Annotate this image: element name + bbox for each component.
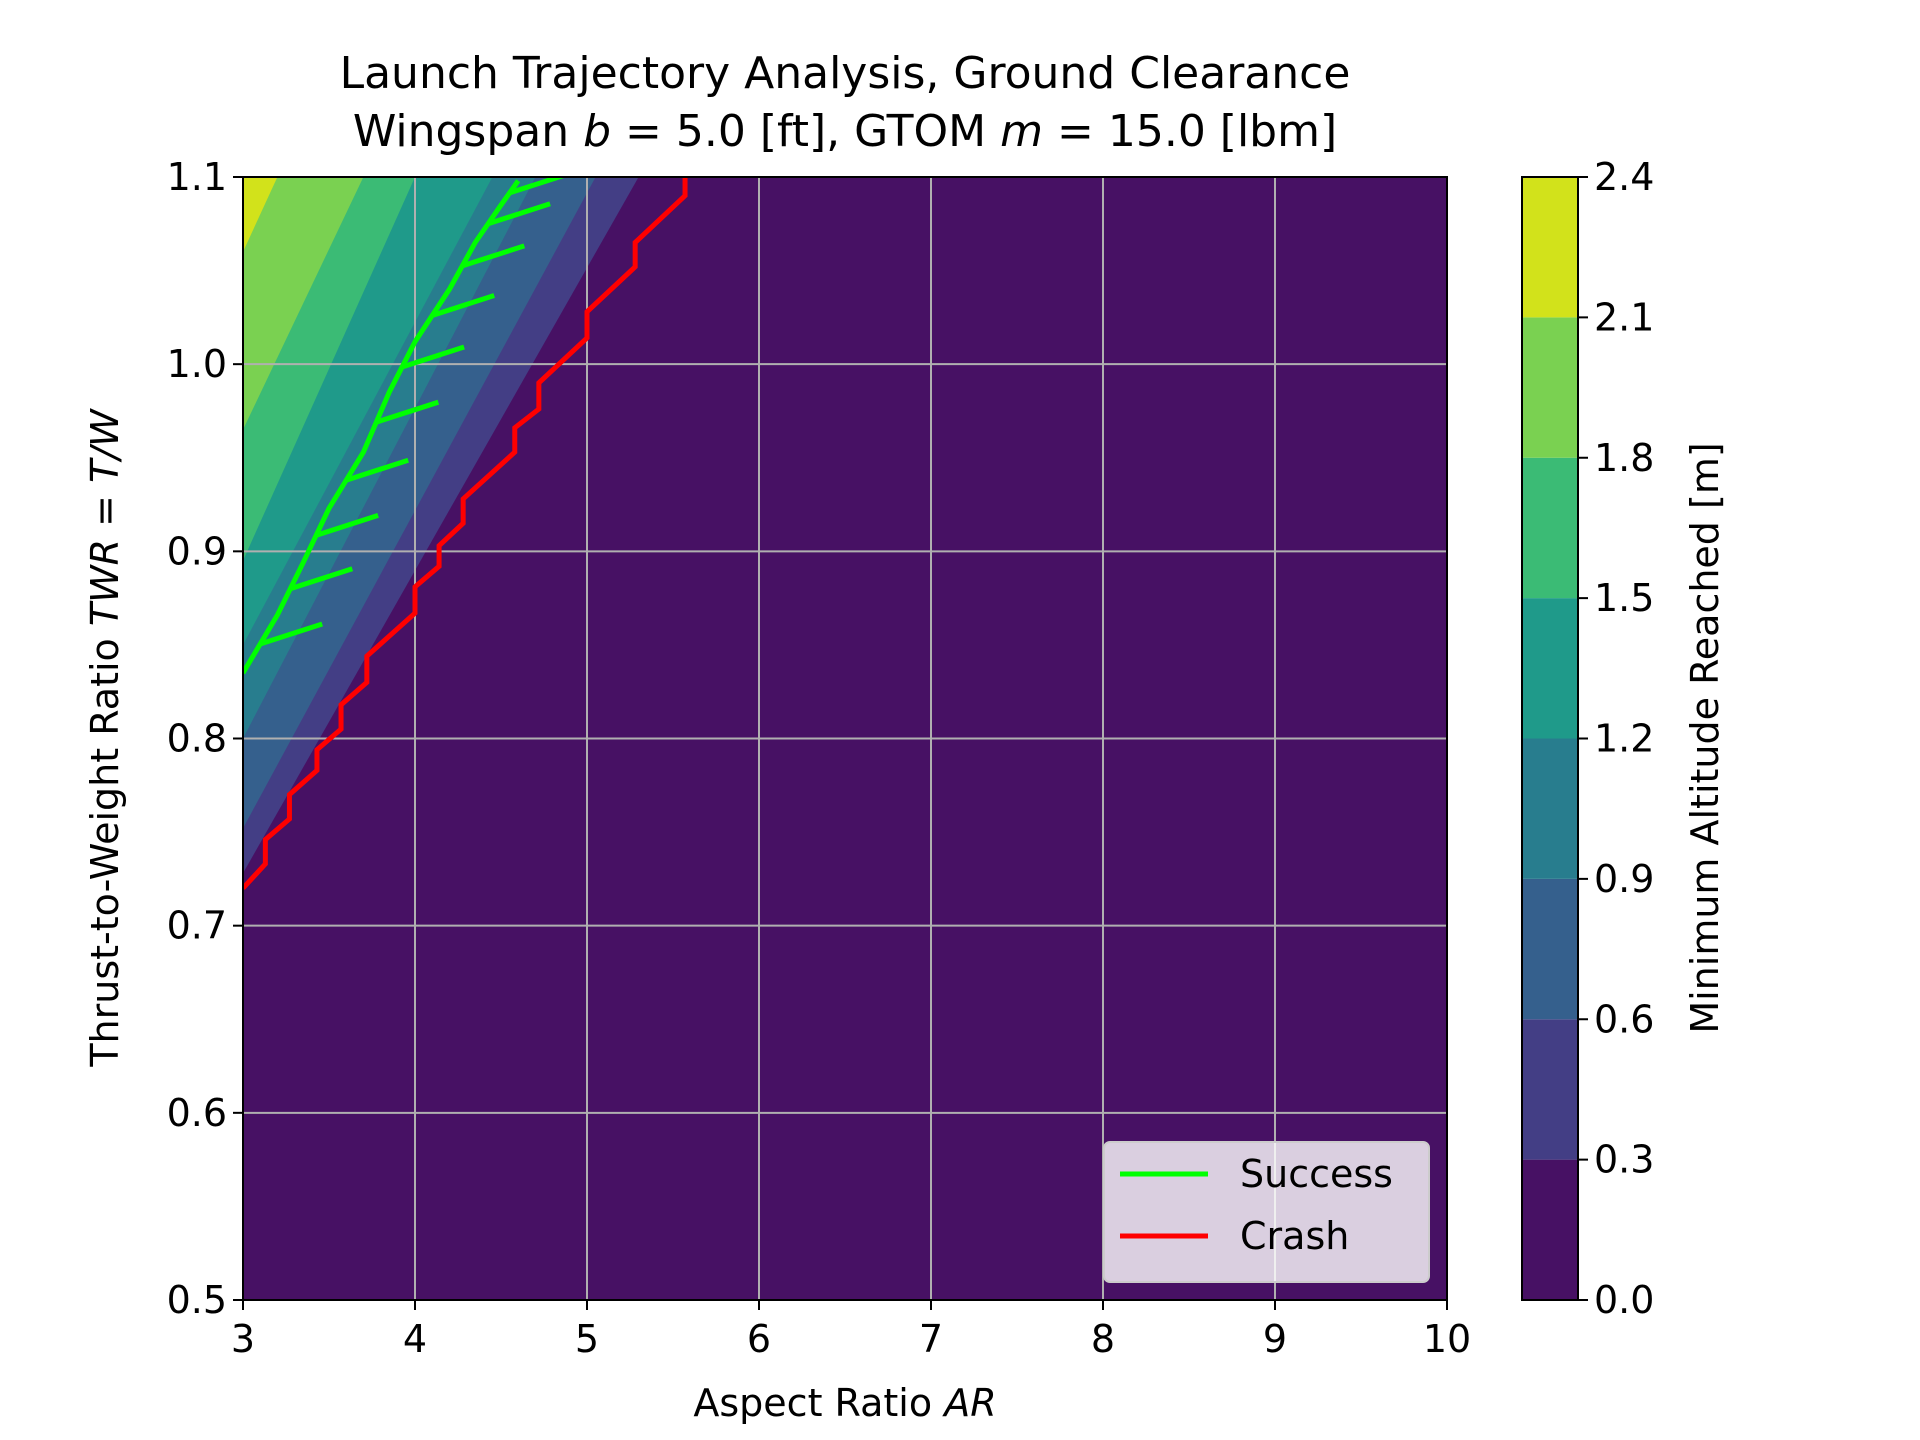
x-axis-label: Aspect Ratio AR [693,1381,996,1425]
y-tick-label: 1.0 [167,342,227,386]
subtitle-prefix: Wingspan [353,106,583,157]
x-tick-label: 10 [1423,1317,1471,1361]
y-tick-label: 0.6 [167,1091,227,1135]
y-axis-label: Thrust-to-Weight Ratio TWR = T/W [83,408,127,1068]
colorbar-tick-label: 0.9 [1594,857,1654,901]
contour-band-1-8 [243,177,364,430]
colorbar-tick-label: 2.4 [1594,155,1654,199]
y-axis-label-symbol: TWR [83,539,127,626]
y-tick-label: 0.5 [167,1278,227,1322]
success-hatch-mark [259,621,323,647]
x-tick-label: 3 [231,1317,255,1361]
x-tick-label: 6 [747,1317,771,1361]
legend-label-crash: Crash [1240,1214,1349,1258]
colorbar-band [1522,598,1578,739]
y-tick-label: 1.1 [167,155,227,199]
colorbar-tick-label: 1.8 [1594,436,1654,480]
y-axis-label-eq: = [83,483,127,539]
success-hatch-mark [431,293,495,318]
colorbar-band [1522,1019,1578,1160]
y-tick-label: 0.8 [167,717,227,761]
colorbar-band [1522,1159,1578,1300]
colorbar-tick-label: 1.2 [1594,717,1654,761]
success-hatch-mark [461,243,526,269]
x-tick-label: 7 [919,1317,943,1361]
success-hatch-mark [487,201,551,227]
colorbar-label: Minimum Altitude Reached [m] [1683,442,1727,1033]
x-tick-label: 9 [1263,1317,1287,1361]
x-axis-label-text: Aspect Ratio [693,1381,944,1425]
y-tick-label: 0.9 [167,529,227,573]
colorbar-band [1522,738,1578,879]
colorbar: 0.0 0.3 0.6 0.9 1.2 1.5 1.8 2.1 2.4 Minimum Alti… [1521,155,1727,1322]
legend-label-success: Success [1240,1152,1393,1196]
success-hatch-mark [375,399,440,425]
chart-title: Launch Trajectory Analysis, Ground Clear… [340,48,1351,99]
y-axis-label-symbol-2: T/W [83,408,127,483]
plot-area: 3 4 5 6 7 8 9 10 0.5 0.6 0.7 0.8 0.9 1.0 1.1 [167,155,1472,1361]
y-tick-label: 0.7 [167,904,227,948]
subtitle-b-value: = 5.0 [ft], GTOM [611,106,1000,157]
colorbar-band [1522,317,1578,458]
colorbar-band [1522,457,1578,599]
success-hatch-mark [315,513,379,538]
success-hatch-mark [401,344,465,370]
x-axis-label-symbol: AR [941,1381,996,1425]
subtitle-m-symbol: m [1000,106,1043,157]
success-hatch-mark [508,177,568,196]
chart-subtitle: Wingspan b = 5.0 [ft], GTOM m = 15.0 [lb… [353,106,1337,157]
legend: Success Crash [1103,1141,1430,1283]
colorbar-tick-label: 1.5 [1594,576,1654,620]
success-hatch-mark [345,457,409,483]
x-tick-label: 5 [575,1317,599,1361]
colorbar-tick-label: 2.1 [1594,295,1654,339]
colorbar-tick-label: 0.3 [1594,1138,1654,1182]
colorbar-band [1522,177,1578,318]
success-hatch-mark [289,566,354,592]
series-line-crash [243,177,688,890]
colorbar-tick-label: 0.6 [1594,997,1654,1041]
legend-box [1103,1141,1430,1283]
colorbar-tick-label: 0.0 [1594,1278,1654,1322]
colorbar-band [1522,878,1578,1020]
contour-band-2-1 [243,177,278,252]
subtitle-m-value: = 15.0 [lbm] [1043,106,1337,157]
y-axis-label-text: Thrust-to-Weight Ratio [83,626,127,1068]
series-line-success [243,179,521,675]
x-tick-label: 8 [1091,1317,1115,1361]
subtitle-b-symbol: b [583,106,611,157]
x-tick-label: 4 [403,1317,427,1361]
